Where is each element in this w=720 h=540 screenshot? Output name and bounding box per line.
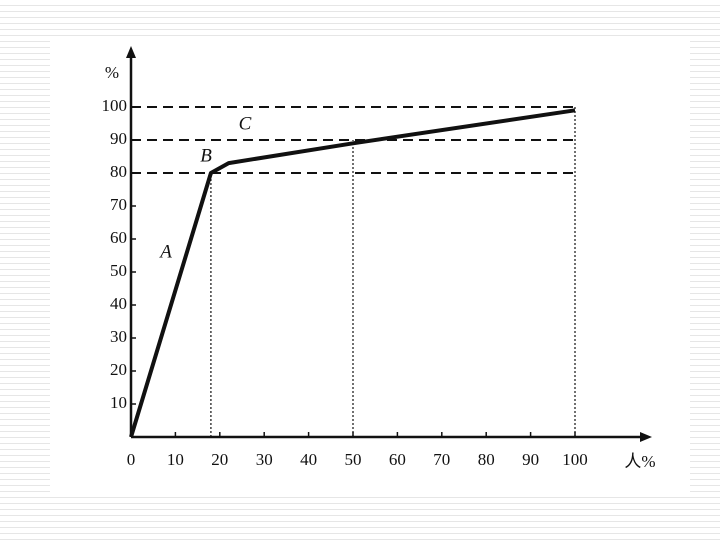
x-tick-label: 0 (127, 450, 136, 469)
annotation: A (158, 241, 172, 262)
y-tick-label: 80 (110, 162, 127, 181)
x-tick-label: 10 (167, 450, 184, 469)
y-tick-label: 30 (110, 327, 127, 346)
x-axis-arrow (640, 432, 652, 442)
x-tick-label: 90 (522, 450, 539, 469)
x-tick-label: 40 (300, 450, 317, 469)
y-tick-label: 70 (110, 195, 127, 214)
x-tick-label: 60 (389, 450, 406, 469)
y-tick-label: 40 (110, 294, 127, 313)
x-tick-label: 70 (433, 450, 450, 469)
data-line (129, 108, 576, 438)
y-tick-label: 90 (110, 129, 127, 148)
x-tick-label: 100 (562, 450, 588, 469)
x-axis-label: 人% (624, 452, 655, 471)
y-axis-label: % (105, 63, 119, 82)
plot-background (50, 40, 690, 492)
y-tick-label: 50 (110, 261, 127, 280)
y-tick-label: 10 (110, 393, 127, 412)
y-axis-arrow (126, 46, 136, 58)
y-tick-label: 100 (102, 96, 128, 115)
x-tick-label: 30 (256, 450, 273, 469)
x-tick-label: 50 (345, 450, 362, 469)
y-tick-label: 60 (110, 228, 127, 247)
x-tick-label: 80 (478, 450, 495, 469)
annotation: C (239, 113, 252, 134)
y-tick-label: 20 (110, 360, 127, 379)
annotation: B (200, 145, 212, 166)
x-tick-label: 20 (211, 450, 228, 469)
